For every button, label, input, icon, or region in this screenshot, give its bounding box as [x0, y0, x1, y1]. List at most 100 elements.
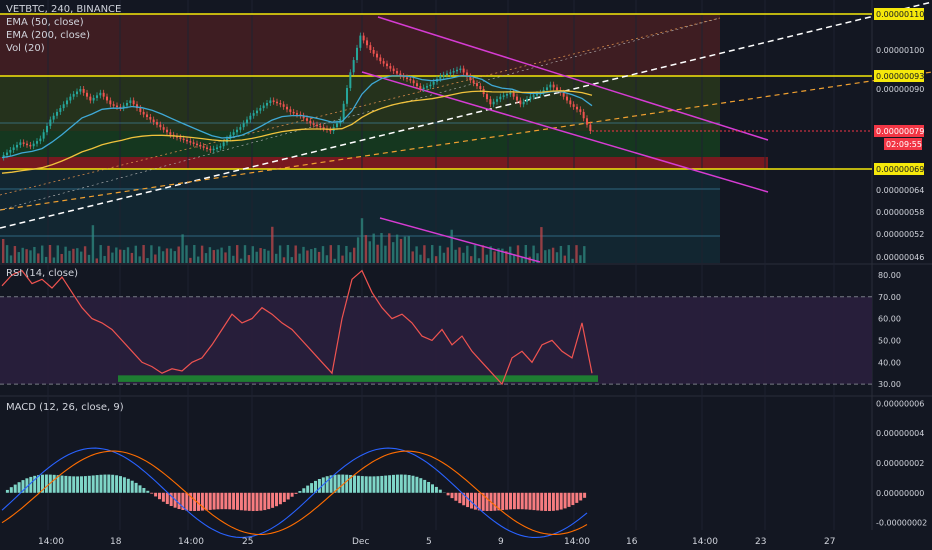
volume-bar	[442, 252, 446, 263]
volume-bar	[325, 255, 329, 263]
macd-hist-bar	[91, 475, 95, 493]
volume-bar	[548, 249, 551, 263]
candle-body	[132, 100, 135, 105]
macd-hist-bar	[146, 490, 150, 493]
candle-body	[56, 111, 58, 116]
macd-hist-bar	[115, 475, 119, 493]
macd-hist-bar	[333, 474, 337, 493]
candle-body	[59, 108, 62, 112]
volume-bar	[243, 245, 247, 263]
candle-body	[62, 104, 65, 109]
macd-hist-bar	[306, 485, 310, 493]
macd-hist-bar	[228, 492, 232, 510]
volume-bar	[376, 244, 379, 263]
volume-bar	[68, 250, 71, 263]
volume-bar	[555, 252, 559, 263]
candle-body	[556, 87, 558, 91]
volume-bar	[37, 253, 40, 263]
candle-body	[549, 84, 552, 88]
volume-bar	[516, 245, 520, 263]
macd-line	[1, 447, 588, 538]
ema200-label: EMA (200, close)	[6, 30, 90, 41]
volume-bar	[497, 248, 500, 263]
candle-body	[282, 104, 285, 107]
macd-axis-label: 0.00000000	[876, 489, 924, 498]
candle-body	[529, 96, 532, 100]
macd-hist-bar	[310, 483, 314, 493]
volume-bar	[41, 245, 44, 263]
macd-hist-bar	[286, 492, 290, 500]
price-tag	[874, 163, 924, 175]
candle-body	[572, 104, 575, 107]
candle-body	[192, 142, 195, 144]
candle-body	[32, 143, 35, 147]
macd-hist-bar	[37, 475, 41, 493]
volume-bar	[298, 253, 301, 263]
volume-bar	[150, 245, 153, 263]
volume-bar	[353, 247, 356, 263]
macd-hist-bar	[376, 476, 380, 493]
candle-body	[186, 139, 188, 142]
macd-hist-bar	[368, 476, 372, 493]
volume-bar	[122, 249, 126, 263]
macd-hist-bar	[454, 492, 458, 501]
macd-hist-bar	[111, 474, 115, 493]
macd-hist-bar	[161, 492, 165, 502]
price-axis-label: 0.00000046	[876, 253, 924, 262]
candle-body	[112, 104, 115, 106]
volume-bar	[130, 252, 134, 263]
candle-body	[76, 91, 78, 95]
volume-bar	[356, 237, 360, 263]
volume-bar	[380, 233, 383, 263]
volume-bar	[329, 245, 332, 263]
macd-hist-bar	[395, 474, 399, 493]
volume-bar	[138, 256, 141, 263]
candle-body	[306, 118, 308, 121]
rsi-axis-label: 40.00	[878, 358, 901, 367]
candle-body	[216, 147, 218, 149]
macd-hist-bar	[107, 474, 111, 493]
macd-hist-bar	[341, 474, 345, 493]
volume-bar	[551, 247, 555, 263]
candle-body	[432, 81, 435, 85]
volume-bar	[220, 247, 223, 263]
candle-body	[196, 143, 198, 146]
price-axis-label: 0.00000110	[876, 10, 924, 19]
price-legend: VETBTC, 240, BINANCE EMA (50, close) EMA…	[6, 3, 121, 55]
macd-hist-bar	[76, 476, 80, 493]
volume-bar	[282, 257, 286, 263]
volume-bar	[275, 253, 278, 263]
candle-body	[12, 147, 15, 150]
volume-bar	[232, 255, 235, 263]
volume-bar	[158, 246, 161, 263]
volume-bar	[239, 258, 243, 263]
rsi-line	[1, 269, 593, 386]
volume-bar	[76, 248, 79, 263]
volume-bar	[169, 248, 173, 263]
candle-body	[312, 123, 315, 125]
macd-hist-bar	[17, 482, 21, 493]
volume-bar	[142, 245, 145, 263]
candle-body	[39, 138, 42, 142]
volume-bar	[458, 247, 461, 263]
candle-body	[416, 83, 418, 87]
macd-hist-bar	[9, 487, 13, 493]
macd-hist-bar	[427, 481, 431, 493]
candle-body	[22, 142, 25, 144]
macd-hist-bar	[364, 476, 368, 493]
volume-bar	[25, 249, 28, 263]
volume-bar	[532, 245, 535, 263]
candle-body	[356, 47, 358, 61]
macd-hist-bar	[544, 492, 548, 511]
candle-body	[42, 132, 45, 139]
volume-bar	[423, 245, 426, 263]
candle-body	[52, 115, 55, 120]
candle-body	[49, 119, 52, 126]
candle-body	[122, 105, 125, 109]
candle-body	[246, 119, 248, 124]
candle-body	[319, 125, 322, 128]
macd-hist-bar	[29, 476, 33, 493]
macd-hist-bar	[282, 492, 286, 502]
volume-bar	[48, 245, 52, 263]
